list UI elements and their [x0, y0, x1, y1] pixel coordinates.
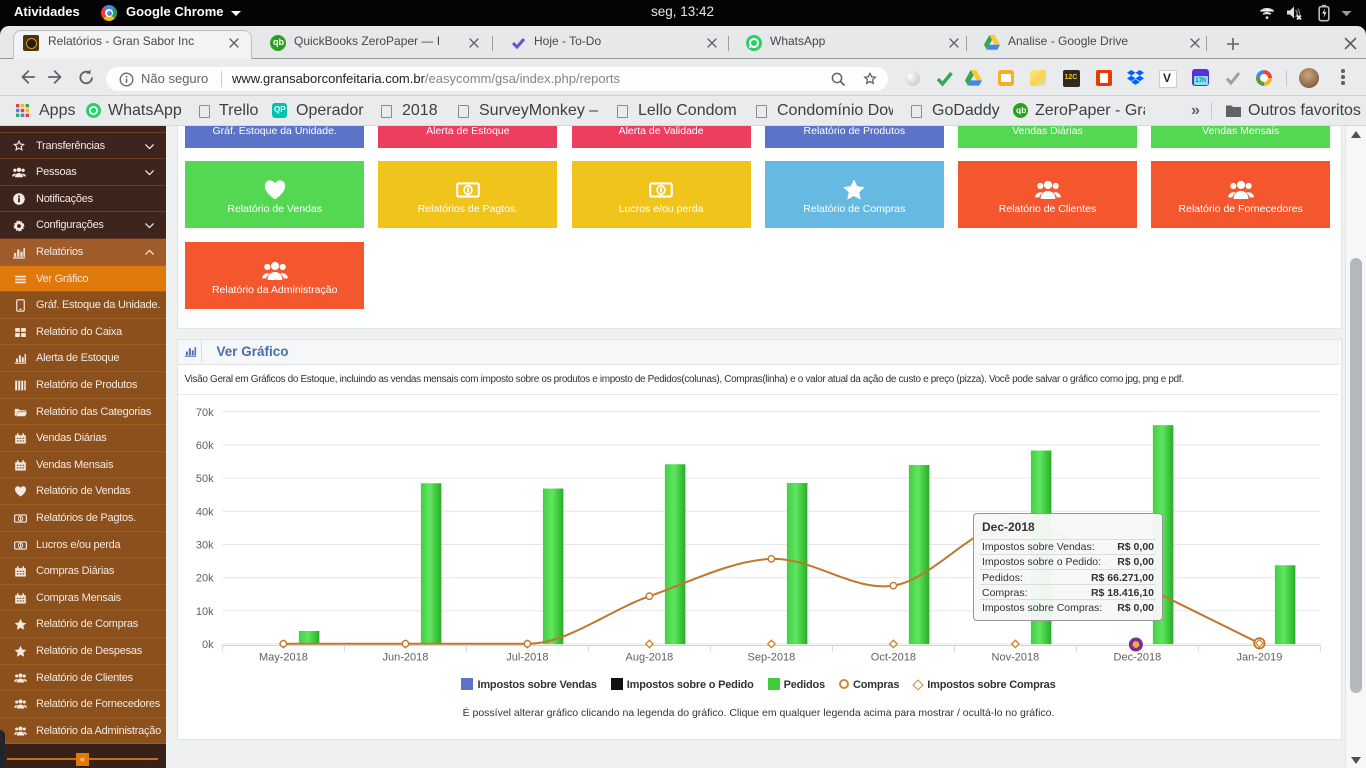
svg-text:Jan-2019: Jan-2019	[1236, 652, 1282, 664]
svg-text:Sep-2018: Sep-2018	[748, 652, 796, 664]
svg-text:May-2018: May-2018	[259, 652, 308, 664]
svg-text:30k: 30k	[196, 540, 214, 552]
svg-text:50k: 50k	[196, 473, 214, 485]
svg-text:60k: 60k	[196, 440, 214, 452]
svg-text:40k: 40k	[196, 506, 214, 518]
svg-text:10k: 10k	[196, 606, 214, 618]
svg-text:Jun-2018: Jun-2018	[382, 652, 428, 664]
svg-text:0k: 0k	[202, 639, 214, 651]
svg-text:Aug-2018: Aug-2018	[626, 652, 674, 664]
svg-text:Jul-2018: Jul-2018	[506, 652, 548, 664]
svg-text:Oct-2018: Oct-2018	[871, 652, 916, 664]
svg-text:20k: 20k	[196, 573, 214, 585]
svg-text:70k: 70k	[196, 407, 214, 419]
svg-text:Dec-2018: Dec-2018	[1114, 652, 1162, 664]
svg-text:Nov-2018: Nov-2018	[992, 652, 1040, 664]
